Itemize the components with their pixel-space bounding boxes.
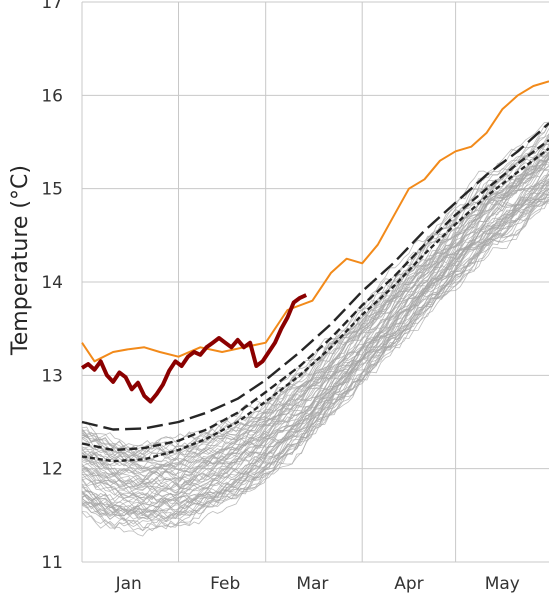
y-tick-label: 13 xyxy=(41,366,63,386)
ensemble-line xyxy=(81,123,549,455)
x-tick-label: Apr xyxy=(394,574,423,594)
ensemble-line xyxy=(81,162,549,456)
ensemble-line xyxy=(81,174,549,508)
ensemble-line xyxy=(81,169,549,517)
x-tick-label: Jan xyxy=(115,574,142,594)
percentile-line-upper xyxy=(81,122,549,431)
x-tick-label: Mar xyxy=(296,574,328,594)
ensemble-line xyxy=(81,158,549,461)
ensemble-line xyxy=(81,159,549,481)
ensemble-line xyxy=(81,143,549,463)
ensemble-line xyxy=(81,121,549,456)
ensemble-line xyxy=(81,178,549,488)
ensemble-line xyxy=(81,124,549,455)
ensemble-line xyxy=(81,182,549,532)
y-axis-label: Temperature (°C) xyxy=(8,165,33,356)
ensemble-line xyxy=(81,189,549,513)
ensemble-line xyxy=(81,188,549,537)
ensemble-lines xyxy=(81,121,549,537)
ensemble-line xyxy=(81,158,549,477)
y-tick-label: 15 xyxy=(41,180,63,200)
y-tick-label: 17 xyxy=(41,0,63,13)
ensemble-line xyxy=(81,139,549,473)
percentile-line-lower xyxy=(81,147,549,463)
y-tick-label: 14 xyxy=(41,273,63,293)
ensemble-line xyxy=(81,156,549,499)
ensemble-line xyxy=(82,143,549,470)
ensemble-line xyxy=(81,188,549,531)
x-tick-label: May xyxy=(485,574,520,594)
ensemble-line xyxy=(81,184,549,494)
ensemble-line xyxy=(81,153,549,471)
ensemble-line xyxy=(81,187,549,504)
x-tick-labels: Jan Feb Mar Apr May xyxy=(115,574,520,594)
y-tick-label: 11 xyxy=(41,553,63,573)
y-tick-label: 16 xyxy=(41,86,63,106)
current-year-line xyxy=(80,293,308,404)
y-gridlines xyxy=(82,1,549,563)
x-tick-label: Feb xyxy=(210,574,240,594)
y-tick-label: 12 xyxy=(41,460,63,480)
y-tick-labels: 11 12 13 14 15 16 17 xyxy=(41,0,63,573)
ensemble-line xyxy=(81,196,549,525)
ensemble-line xyxy=(81,191,549,513)
ensemble-line xyxy=(81,156,549,500)
ensemble-line xyxy=(81,146,549,470)
record-line xyxy=(81,80,549,363)
ensemble-line xyxy=(81,150,549,487)
ensemble-line xyxy=(81,173,549,519)
ensemble-line xyxy=(81,200,549,523)
highlight-series xyxy=(80,80,549,463)
